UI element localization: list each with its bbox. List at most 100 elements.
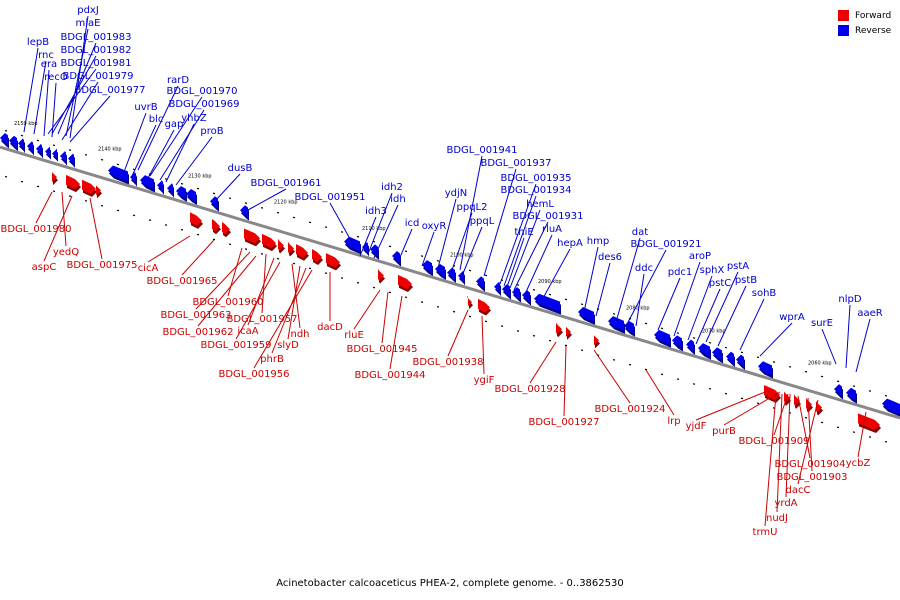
reverse-gene <box>36 143 43 159</box>
reverse-leader <box>65 28 89 137</box>
forward-gene-label: BDGL_001945 <box>346 344 417 355</box>
forward-gene-label: BDGL_001963 <box>160 310 231 321</box>
scale-dash <box>340 277 344 279</box>
forward-gene-label: BDGL_001980 <box>0 224 71 235</box>
forward-gene-label: ndh <box>290 329 309 340</box>
reverse-gene-label: aaeR <box>857 308 882 319</box>
forward-gene <box>467 295 473 311</box>
tick-label: 2120 kbp <box>274 200 298 206</box>
reverse-leader <box>705 271 739 343</box>
scale-dash <box>740 397 744 400</box>
scale-dash <box>612 359 616 361</box>
scale-dash <box>292 216 296 219</box>
scale-dash <box>4 175 8 178</box>
scale-dash <box>276 211 280 214</box>
forward-leader <box>797 399 819 485</box>
scale-dash <box>68 149 72 151</box>
forward-leader <box>695 389 771 421</box>
scale-dash <box>308 267 312 270</box>
scale-dash <box>244 202 248 204</box>
tick-label: 2140 kbp <box>98 147 122 153</box>
reverse-leader <box>499 183 537 285</box>
scale-dash <box>420 255 424 257</box>
scale-dash <box>548 339 552 342</box>
scale-dash <box>644 322 648 325</box>
forward-leader <box>197 255 257 327</box>
reverse-gene <box>108 165 129 185</box>
forward-gene <box>222 221 231 238</box>
scale-dash <box>868 390 872 392</box>
forward-gene-label: BDGL_001965 <box>146 276 217 287</box>
forward-leader <box>35 191 53 224</box>
forward-gene-label: cicA <box>138 263 159 274</box>
reverse-gene-label: pstA <box>727 261 749 272</box>
scale-dash <box>244 248 248 250</box>
reverse-leader <box>657 277 681 331</box>
reverse-gene-label: dusB <box>228 163 253 174</box>
reverse-gene-label: proB <box>200 126 223 137</box>
scale-dash <box>308 221 312 224</box>
forward-gene-label: yrdA <box>774 498 797 509</box>
forward-leader <box>785 393 791 498</box>
scale-dash <box>724 346 728 349</box>
forward-gene-label: trmU <box>753 527 778 538</box>
reverse-gene <box>686 339 695 355</box>
reverse-leader <box>373 204 399 259</box>
scale-dash <box>276 257 280 260</box>
forward-leader <box>43 195 73 262</box>
tick-label: 2110 kbp <box>362 226 386 232</box>
forward-gene <box>378 268 385 284</box>
scale-dash <box>404 250 408 253</box>
scale-dash <box>388 245 392 248</box>
reverse-gene-label: BDGL_001979 <box>62 71 133 82</box>
reverse-gene <box>846 387 857 404</box>
reverse-gene-label: BDGL_001934 <box>500 185 571 196</box>
reverse-gene <box>447 267 456 284</box>
reverse-gene <box>167 183 174 199</box>
reverse-gene-label: oxyR <box>422 221 447 232</box>
reverse-gene <box>736 354 745 371</box>
forward-gene <box>806 397 813 413</box>
reverse-gene-label: gap <box>165 119 184 130</box>
reverse-leader <box>51 55 97 135</box>
reverse-gene-label: idh <box>390 194 405 205</box>
scale-dash <box>804 370 808 373</box>
forward-leader <box>253 269 313 369</box>
scale-dash <box>484 274 488 277</box>
scale-dash <box>468 315 472 318</box>
scale-dash <box>36 139 40 142</box>
reverse-leader <box>43 69 50 137</box>
reverse-gene-label: uvrB <box>134 102 157 113</box>
scale-dash <box>884 440 888 443</box>
scale-dash <box>548 293 552 296</box>
forward-gene-label: phrB <box>260 354 284 365</box>
reverse-gene <box>9 135 18 152</box>
forward-gene <box>244 228 261 247</box>
reverse-gene <box>52 148 58 164</box>
reverse-leader <box>615 237 641 323</box>
tick-label: 2060 kbp <box>808 360 832 366</box>
reverse-leader <box>739 298 765 351</box>
reverse-leader <box>149 96 203 177</box>
reverse-gene <box>758 361 773 379</box>
reverse-gene <box>176 185 187 203</box>
reverse-gene <box>344 236 361 255</box>
forward-leader <box>481 315 485 375</box>
scale-dash <box>532 288 536 291</box>
scale-dash <box>100 158 104 161</box>
forward-leader <box>776 393 783 513</box>
reverse-gene <box>834 384 843 400</box>
reverse-gene-label: BDGL_001983 <box>60 32 131 43</box>
forward-gene-label: aspC <box>32 262 57 273</box>
scale-dash <box>612 313 616 315</box>
reverse-swatch <box>838 25 849 36</box>
reverse-leader <box>421 231 435 267</box>
reverse-gene <box>672 335 683 352</box>
scale-dash <box>260 207 264 209</box>
scale-dash <box>164 224 168 226</box>
reverse-gene-label: nlpD <box>838 294 861 305</box>
scale-dash <box>164 178 168 180</box>
scale-dash <box>212 192 216 195</box>
forward-gene <box>312 248 323 265</box>
reverse-gene <box>140 175 155 193</box>
